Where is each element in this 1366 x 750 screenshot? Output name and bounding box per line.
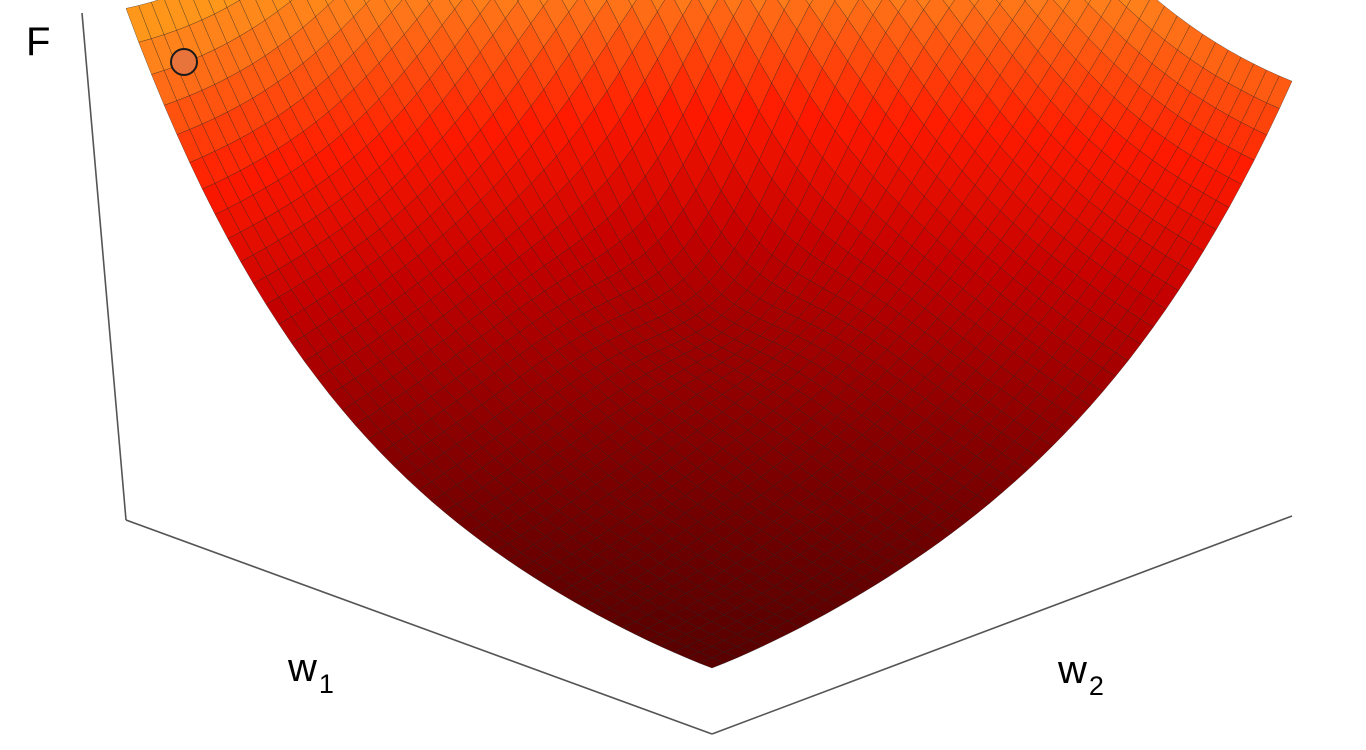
w1-axis-line bbox=[125, 519, 713, 735]
surface-facet bbox=[777, 0, 790, 11]
surface-facet bbox=[628, 0, 637, 7]
surface-facet bbox=[1084, 0, 1092, 5]
w2-axis-subscript: 2 bbox=[1088, 671, 1104, 701]
surface-facet bbox=[969, 0, 980, 7]
w1-axis-subscript: 1 bbox=[318, 669, 334, 699]
w2-axis-line bbox=[711, 515, 1293, 735]
loss-surface bbox=[125, 0, 1293, 669]
surface-facet bbox=[448, 0, 463, 10]
surface-facet bbox=[805, 0, 813, 6]
surface-facet bbox=[995, 0, 1003, 5]
surface-facet bbox=[942, 0, 955, 9]
vertical-axis-label-text: F bbox=[26, 20, 51, 64]
surface-facet bbox=[698, 657, 726, 669]
w1-axis-label-text: w bbox=[288, 646, 317, 690]
surface-facet bbox=[426, 0, 433, 5]
w1-axis-label: w1 bbox=[288, 646, 334, 698]
surface-facet bbox=[539, 0, 549, 7]
surface-facet bbox=[1118, 0, 1131, 8]
vertical-axis-line bbox=[81, 12, 127, 521]
start-point-marker bbox=[170, 48, 198, 76]
surface-facet bbox=[650, 0, 666, 13]
surface-facet bbox=[363, 0, 370, 5]
w2-axis-label: w2 bbox=[1058, 648, 1104, 700]
surface-facet bbox=[916, 0, 931, 11]
axes-frame bbox=[81, 12, 1293, 735]
w2-axis-label-text: w bbox=[1058, 648, 1087, 692]
vertical-axis-label: F bbox=[26, 22, 50, 62]
